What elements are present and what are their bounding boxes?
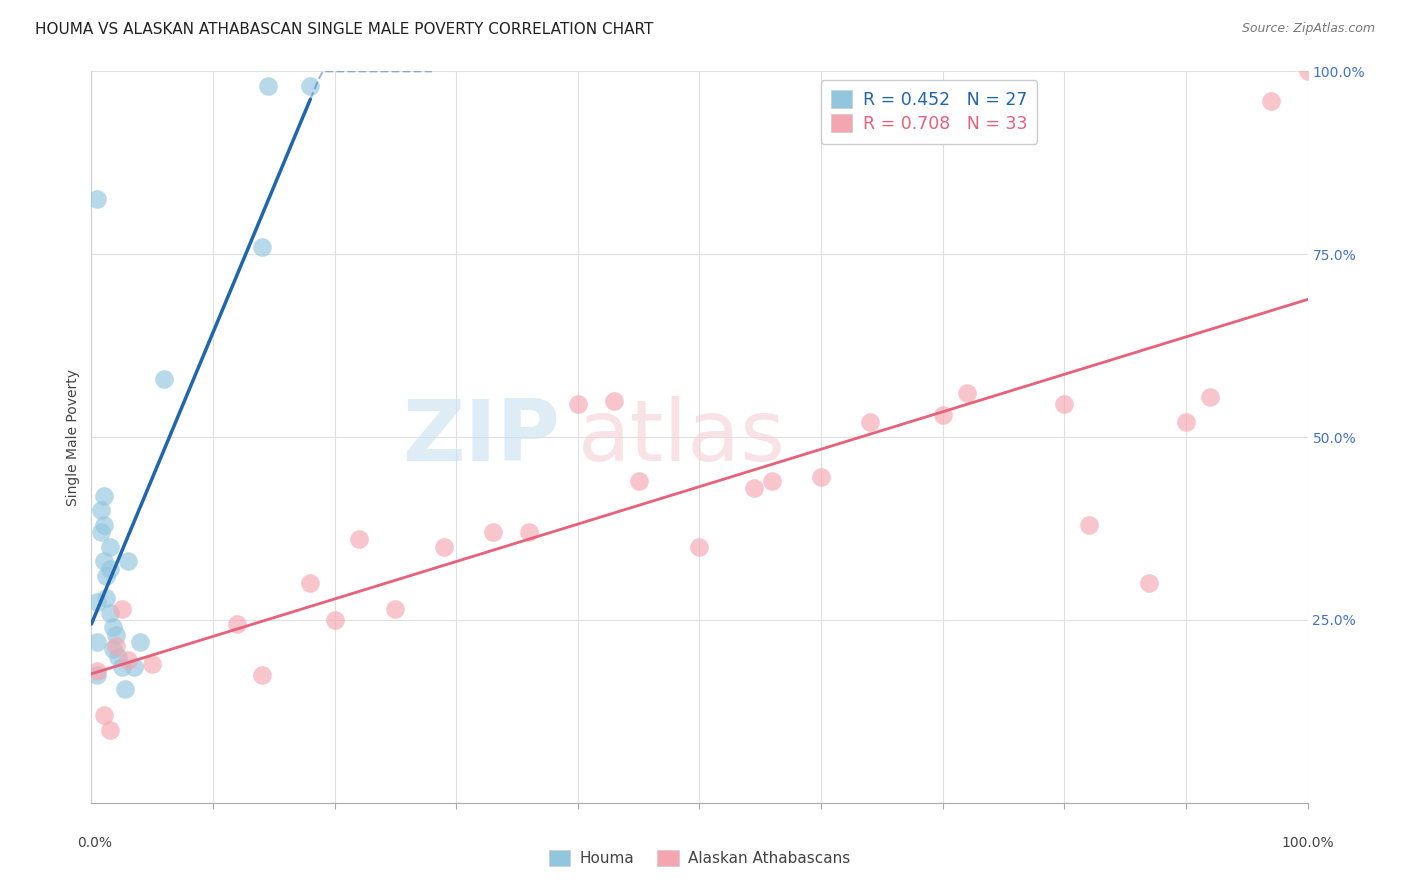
Point: [107, 649, 129, 664]
Point: [93, 554, 115, 568]
Point: [347, 533, 370, 547]
Point: [688, 540, 710, 554]
Text: atlas: atlas: [578, 395, 786, 479]
Point: [122, 660, 145, 674]
Text: HOUMA VS ALASKAN ATHABASCAN SINGLE MALE POVERTY CORRELATION CHART: HOUMA VS ALASKAN ATHABASCAN SINGLE MALE …: [35, 22, 654, 37]
Point: [103, 642, 125, 657]
Point: [567, 397, 589, 411]
Point: [104, 627, 127, 641]
Point: [810, 470, 832, 484]
Point: [1199, 390, 1222, 404]
Point: [1260, 94, 1282, 108]
Point: [111, 602, 134, 616]
Point: [98, 723, 121, 737]
Point: [86, 193, 108, 207]
Point: [956, 386, 979, 401]
Point: [1077, 517, 1099, 532]
Point: [90, 503, 112, 517]
Point: [433, 540, 456, 554]
Point: [931, 408, 953, 422]
Point: [250, 240, 273, 254]
Point: [323, 613, 346, 627]
Point: [117, 554, 139, 568]
Point: [86, 635, 108, 649]
Point: [94, 569, 117, 583]
Point: [384, 602, 406, 616]
Text: ZIP: ZIP: [402, 395, 560, 479]
Text: 0.0%: 0.0%: [77, 836, 111, 850]
Point: [98, 606, 121, 620]
Point: [627, 474, 650, 488]
Point: [98, 562, 121, 576]
Point: [603, 393, 626, 408]
Point: [90, 525, 112, 540]
Point: [761, 474, 783, 488]
Point: [93, 517, 115, 532]
Point: [1053, 397, 1076, 411]
Y-axis label: Single Male Poverty: Single Male Poverty: [66, 368, 80, 506]
Point: [1139, 576, 1161, 591]
Point: [742, 481, 765, 495]
Point: [114, 682, 136, 697]
Legend: Houma, Alaskan Athabascans: Houma, Alaskan Athabascans: [543, 844, 856, 872]
Text: Source: ZipAtlas.com: Source: ZipAtlas.com: [1241, 22, 1375, 36]
Point: [86, 664, 108, 678]
Point: [226, 616, 249, 631]
Point: [299, 576, 322, 591]
Point: [117, 653, 139, 667]
Point: [250, 667, 273, 681]
Point: [129, 635, 152, 649]
Point: [481, 525, 503, 540]
Point: [859, 416, 882, 430]
Point: [98, 540, 121, 554]
Point: [111, 660, 134, 674]
Point: [104, 639, 127, 653]
Point: [1175, 416, 1198, 430]
Point: [1296, 64, 1319, 78]
Point: [86, 594, 108, 608]
Point: [86, 667, 108, 681]
Point: [103, 620, 125, 634]
Point: [517, 525, 540, 540]
Point: [153, 371, 176, 385]
Point: [94, 591, 117, 605]
Point: [93, 708, 115, 723]
Point: [93, 489, 115, 503]
Point: [141, 657, 163, 671]
Text: 100.0%: 100.0%: [1281, 836, 1334, 850]
Point: [299, 78, 322, 93]
Point: [256, 78, 278, 93]
